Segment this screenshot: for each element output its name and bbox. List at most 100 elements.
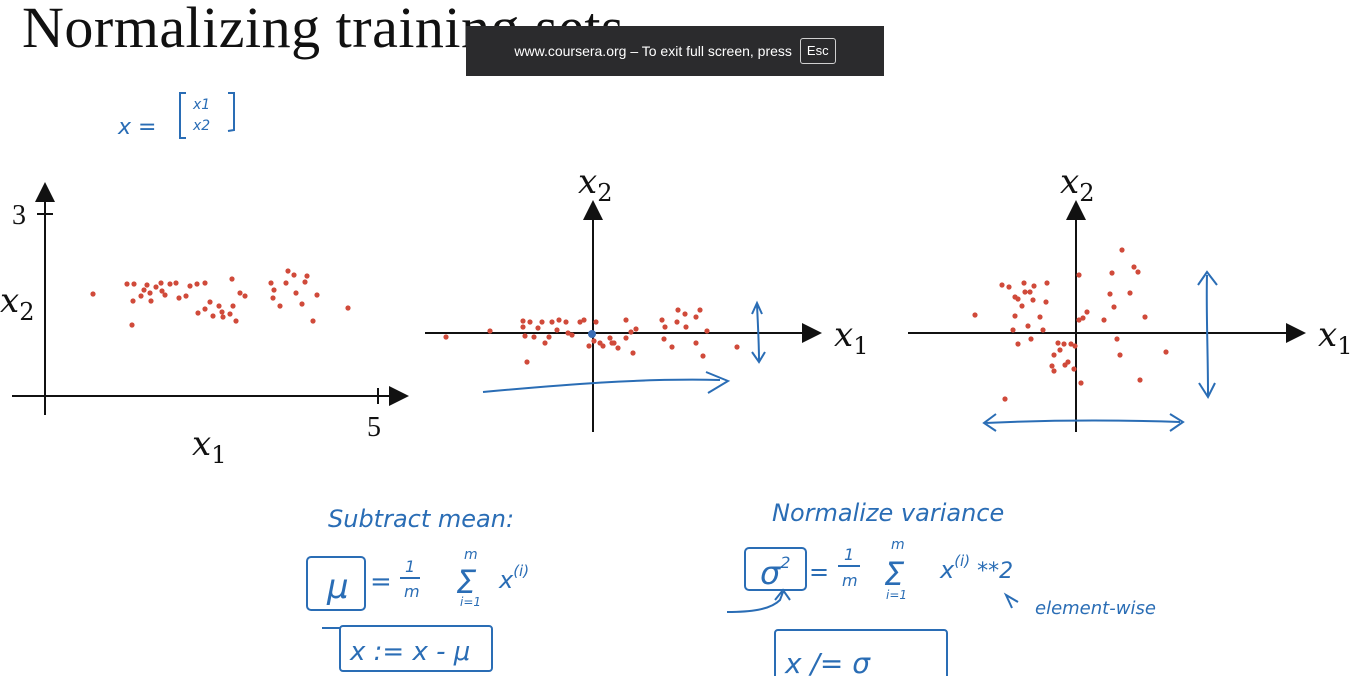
plot1-point bbox=[138, 293, 144, 299]
plot3-point bbox=[1101, 317, 1107, 323]
plot3-point bbox=[1015, 341, 1021, 347]
plot2-point bbox=[565, 330, 571, 336]
plot2-point bbox=[487, 328, 493, 334]
plot3-point bbox=[1071, 366, 1077, 372]
plot2-point bbox=[630, 350, 636, 356]
plot3-point bbox=[1031, 283, 1037, 289]
plot1-x-axis-label: x1 bbox=[192, 424, 226, 469]
plot3-point bbox=[1084, 309, 1090, 315]
plot3-point bbox=[1080, 315, 1086, 321]
plot1-point bbox=[285, 268, 291, 274]
plot1-point bbox=[270, 295, 276, 301]
plot1-point bbox=[229, 276, 235, 282]
mu-sigma: Σ bbox=[456, 563, 477, 601]
plot3-point bbox=[1028, 336, 1034, 342]
plot1-point bbox=[148, 298, 154, 304]
plot3-point bbox=[1119, 247, 1125, 253]
plot2-point bbox=[581, 317, 587, 323]
plot3-point bbox=[1043, 299, 1049, 305]
plot3-point bbox=[1040, 327, 1046, 333]
plot1-point bbox=[277, 303, 283, 309]
plot1-point bbox=[271, 287, 277, 293]
plot3-y-axis-label: x2 bbox=[1060, 162, 1094, 207]
normalize-variance-heading: Normalize variance bbox=[772, 499, 1004, 527]
plot1-point bbox=[202, 306, 208, 312]
plot3-point bbox=[1055, 340, 1061, 346]
sigma-fraction-m: m bbox=[842, 571, 858, 590]
elementwise-note: element-wise bbox=[1035, 598, 1156, 619]
plot2-point bbox=[527, 319, 533, 325]
plot1-point bbox=[130, 298, 136, 304]
plot2-point bbox=[522, 333, 528, 339]
plot3-point bbox=[1137, 377, 1143, 383]
plot2-point bbox=[611, 340, 617, 346]
plot1-point bbox=[233, 318, 239, 324]
plot3-point bbox=[1078, 380, 1084, 386]
plot2-point bbox=[591, 338, 597, 344]
plot3-point bbox=[1022, 289, 1028, 295]
plot1-point bbox=[304, 273, 310, 279]
plot1-point bbox=[293, 290, 299, 296]
plot3-vertical-spread-arrow bbox=[1197, 270, 1218, 400]
plot2-point bbox=[623, 317, 629, 323]
x-divide-formula: x /= σ bbox=[784, 647, 871, 676]
plot-mean-subtracted: x2 x1 bbox=[425, 162, 868, 432]
plot2-point bbox=[520, 318, 526, 324]
plot2-point bbox=[546, 334, 552, 340]
plot2-point bbox=[633, 326, 639, 332]
plot2-vertical-spread-arrow bbox=[751, 300, 766, 364]
plot1-point bbox=[291, 272, 297, 278]
plot3-point bbox=[1012, 313, 1018, 319]
plot1-x-tick-label: 5 bbox=[367, 412, 381, 443]
plot1-point bbox=[176, 295, 182, 301]
x-update-box bbox=[339, 625, 493, 672]
plot2-point bbox=[682, 311, 688, 317]
note-x-component-1: x1 bbox=[192, 97, 210, 113]
sigma-symbol: σ2 bbox=[760, 553, 790, 592]
plot2-point bbox=[675, 307, 681, 313]
mu-x-i: x(i) bbox=[498, 562, 529, 594]
plot1-point bbox=[283, 280, 289, 286]
plot1-point bbox=[268, 280, 274, 286]
plot1-point bbox=[147, 290, 153, 296]
mu-sum-lower: i=1 bbox=[460, 595, 481, 609]
mu-fraction: 1 bbox=[405, 557, 415, 576]
plot2-point bbox=[600, 343, 606, 349]
note-x-component-2: x2 bbox=[192, 118, 210, 134]
plot1-point bbox=[183, 293, 189, 299]
plot2-point bbox=[662, 324, 668, 330]
sigma-pointer-arrow bbox=[726, 588, 791, 613]
plot3-point bbox=[1142, 314, 1148, 320]
plot2-point bbox=[593, 319, 599, 325]
plot1-point bbox=[310, 318, 316, 324]
plot3-point bbox=[1006, 284, 1012, 290]
plot3-point bbox=[1076, 317, 1082, 323]
plot1-point bbox=[220, 314, 226, 320]
plot1-point bbox=[219, 309, 225, 315]
plot3-point bbox=[1061, 341, 1067, 347]
plot2-point bbox=[659, 317, 665, 323]
fullscreen-notice-text: www.coursera.org – To exit full screen, … bbox=[514, 43, 792, 59]
plot2-point bbox=[539, 319, 545, 325]
plot1-y-tick-label: 3 bbox=[12, 200, 26, 231]
plot2-point bbox=[674, 319, 680, 325]
plot1-point bbox=[159, 288, 165, 294]
plot1-point bbox=[195, 310, 201, 316]
plot2-point bbox=[661, 336, 667, 342]
plot1-point bbox=[216, 303, 222, 309]
sigma-fraction: 1 bbox=[844, 545, 854, 564]
x-update-formula: x := x - μ bbox=[349, 637, 470, 667]
plot3-points bbox=[972, 247, 1169, 402]
plot2-point bbox=[542, 340, 548, 346]
plot1-point bbox=[141, 287, 147, 293]
plot2-point bbox=[683, 324, 689, 330]
plot3-point bbox=[1051, 368, 1057, 374]
note-x-bracket bbox=[179, 92, 235, 139]
plot3-point bbox=[1131, 264, 1137, 270]
mu-sum-upper: m bbox=[464, 547, 478, 563]
plot2-origin-marker bbox=[588, 330, 596, 338]
mu-box bbox=[306, 556, 366, 611]
plot3-point bbox=[1114, 336, 1120, 342]
plot3-horizontal-spread-arrow bbox=[982, 413, 1185, 432]
